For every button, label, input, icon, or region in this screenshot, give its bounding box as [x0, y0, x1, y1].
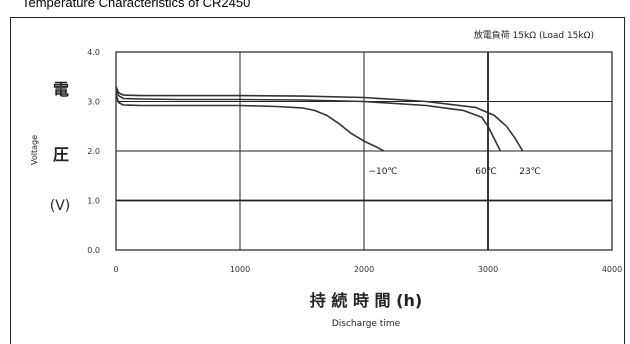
- ylabel-en: Voltage: [30, 135, 39, 165]
- series-line-0: [115, 93, 385, 152]
- chart-frame: [10, 17, 625, 344]
- xlabel-en: Discharge time: [332, 319, 401, 329]
- ylabel-unit: (V): [50, 198, 71, 214]
- series-label-60: 60℃: [475, 167, 497, 177]
- x-tick-label: 3000: [478, 265, 498, 274]
- y-tick-label: 3.0: [87, 98, 100, 107]
- xlabel-jp: 持 続 時 間 (h): [310, 291, 422, 310]
- x-tick-label: 1000: [230, 265, 250, 274]
- series-label-23: 23℃: [519, 167, 541, 177]
- x-tick-label: 0: [113, 265, 118, 274]
- series-label-minus10: −10℃: [368, 167, 397, 177]
- ylabel-jp-2: 圧: [53, 145, 69, 164]
- series-line-2: [115, 86, 524, 152]
- grid: [115, 51, 613, 251]
- y-tick-label: 0.0: [87, 246, 100, 255]
- series-line-1: [115, 88, 502, 152]
- tick-labels: 4.0 3.0 2.0 1.0 0.0 0 1000 2000 3000 4000: [87, 48, 622, 274]
- chart-title: Temperature Characteristics of CR2450: [22, 0, 251, 10]
- load-annotation: 放電負荷 15kΩ (Load 15kΩ): [474, 29, 594, 41]
- series-lines: [115, 86, 524, 152]
- y-tick-label: 1.0: [87, 197, 100, 206]
- x-tick-label: 4000: [602, 265, 622, 274]
- y-tick-label: 2.0: [87, 147, 100, 156]
- x-tick-label: 2000: [354, 265, 374, 274]
- y-tick-label: 4.0: [87, 48, 100, 57]
- ylabel-jp-1: 電: [53, 80, 69, 99]
